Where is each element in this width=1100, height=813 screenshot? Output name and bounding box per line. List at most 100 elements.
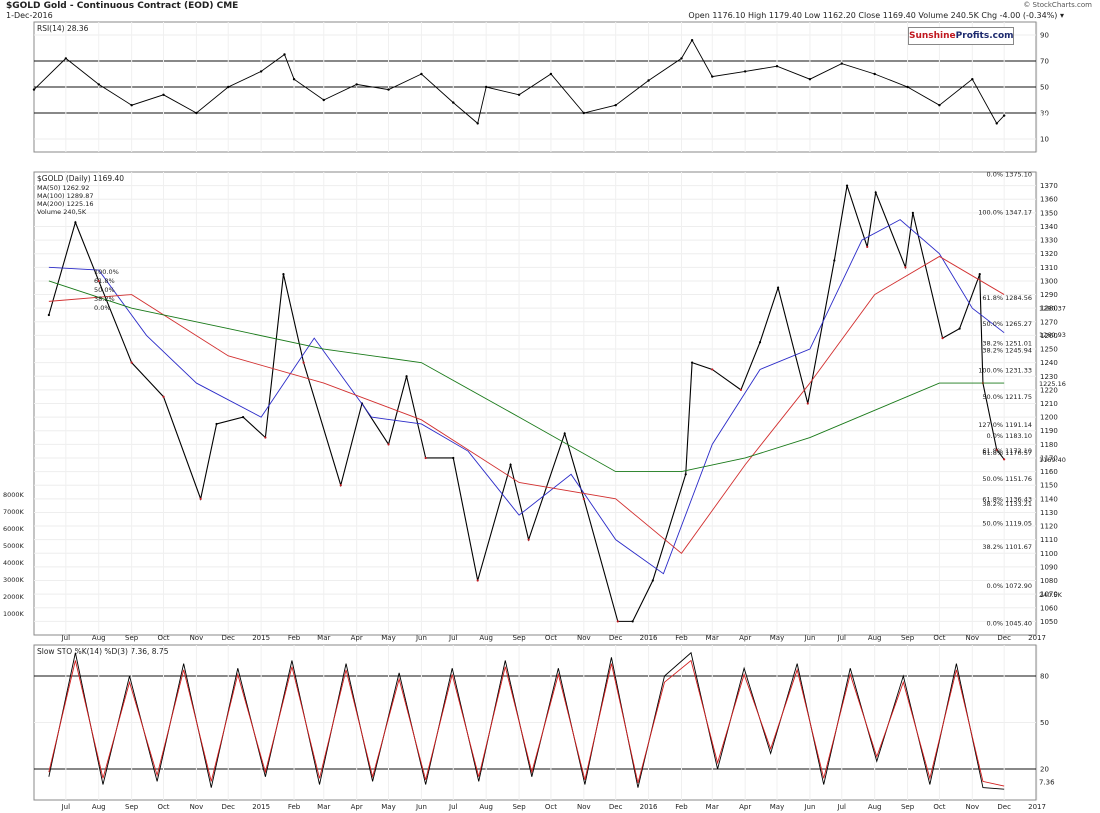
price-legend-3: Volume 240,5K xyxy=(37,208,87,216)
panel-title-0: RSI(14) 28.36 xyxy=(37,24,89,33)
price-point-3 xyxy=(130,361,133,364)
brand-logo[interactable]: SunshineProfits.com xyxy=(908,27,1014,45)
price-point-17 xyxy=(476,579,479,582)
y-tick-label-1-26: 1310 xyxy=(1040,264,1058,272)
rsi-point-15 xyxy=(476,122,479,125)
fib-label-2: 61.8% 1284.56 xyxy=(982,294,1032,302)
rsi-point-18 xyxy=(549,72,553,76)
x-month-label-top-30: 2017 xyxy=(1028,634,1046,642)
x-month-label-bottom-25: Aug xyxy=(868,803,882,811)
fib-label-17: 61.8% 1136.43 xyxy=(982,496,1032,504)
x-month-label-bottom-20: Mar xyxy=(706,803,719,811)
price-point-36 xyxy=(904,266,907,269)
y-tick-label-0-1: 70 xyxy=(1040,58,1049,66)
rsi-point-6 xyxy=(227,85,230,89)
x-month-label-top-11: Jun xyxy=(415,634,427,642)
y-tick-label-1-5: 1100 xyxy=(1040,550,1058,558)
x-month-label-top-3: Oct xyxy=(157,634,169,642)
rsi-point-29 xyxy=(873,72,876,76)
fib-label-4: 38.2% 1245.94 xyxy=(982,347,1032,355)
y-tick-label-1-17: 1220 xyxy=(1040,386,1058,394)
price-point-20 xyxy=(563,432,566,435)
price-legend-2: MA(200) 1225.16 xyxy=(37,200,93,208)
x-month-label-bottom-19: Feb xyxy=(675,803,688,811)
x-month-label-top-12: Jul xyxy=(448,634,458,642)
x-month-label-bottom-28: Nov xyxy=(965,803,979,811)
y-tick-label-1-22: 1270 xyxy=(1040,318,1058,326)
x-month-label-bottom-14: Sep xyxy=(512,803,526,811)
fib-label-5: 0.0% 1183.10 xyxy=(987,432,1032,440)
y-tick-label-2-2: 20 xyxy=(1040,766,1049,774)
y-tick-label-1-31: 1360 xyxy=(1040,196,1058,204)
rsi-point-3 xyxy=(130,104,133,107)
x-month-label-top-6: 2015 xyxy=(252,634,270,642)
y-tick-label-1-25: 1300 xyxy=(1040,277,1058,285)
rsi-point-1 xyxy=(64,57,68,60)
rsi-point-26 xyxy=(775,65,779,68)
x-month-label-bottom-29: Dec xyxy=(997,803,1011,811)
volume-axis-label-3: 5000K xyxy=(3,542,25,550)
price-point-28 xyxy=(739,388,743,391)
price-point-10 xyxy=(302,361,305,364)
rsi-point-27 xyxy=(808,78,812,81)
y-tick-label-1-3: 1080 xyxy=(1040,577,1058,585)
y-tick-label-1-19: 1240 xyxy=(1040,359,1058,367)
fib-label-11: 100.0% 1231.33 xyxy=(978,366,1032,374)
fib-label-6: 100.0% xyxy=(94,268,119,276)
rsi-point-20 xyxy=(614,104,617,107)
x-month-label-top-26: Sep xyxy=(901,634,915,642)
price-right-label-3: 1169.40 xyxy=(1039,456,1066,464)
rsi-point-2 xyxy=(97,83,100,86)
rsi-point-32 xyxy=(971,78,974,81)
y-tick-label-1-23: 1280 xyxy=(1040,305,1058,313)
price-point-38 xyxy=(941,337,944,340)
rsi-point-23 xyxy=(690,39,694,42)
fib-label-20: 0.0% 1045.40 xyxy=(987,620,1032,628)
price-point-14 xyxy=(405,375,408,378)
fib-label-0: 0.0% 1375.10 xyxy=(987,171,1032,179)
x-month-label-bottom-2: Sep xyxy=(125,803,139,811)
x-month-label-top-23: Jun xyxy=(803,634,815,642)
x-month-label-bottom-5: Dec xyxy=(221,803,235,811)
y-tick-label-1-14: 1190 xyxy=(1040,427,1058,435)
y-tick-label-1-0: 1050 xyxy=(1040,618,1058,626)
x-month-label-bottom-15: Oct xyxy=(545,803,557,811)
price-point-33 xyxy=(845,184,849,187)
brand-part2: Profits.com xyxy=(955,31,1014,41)
y-tick-label-1-6: 1110 xyxy=(1040,536,1058,544)
x-month-label-bottom-23: Jun xyxy=(803,803,815,811)
y-tick-label-1-18: 1230 xyxy=(1040,373,1058,381)
fib-label-15: 0.0% 1072.90 xyxy=(987,582,1032,590)
price-point-16 xyxy=(452,456,455,460)
volume-axis-label-6: 2000K xyxy=(3,593,25,601)
x-month-label-bottom-12: Jul xyxy=(448,803,458,811)
y-tick-label-1-20: 1250 xyxy=(1040,346,1058,354)
source-label: © StockCharts.com xyxy=(1023,1,1092,9)
y-tick-label-1-7: 1120 xyxy=(1040,523,1058,531)
rsi-point-5 xyxy=(195,111,198,115)
price-point-25 xyxy=(684,473,687,476)
rsi-point-31 xyxy=(938,104,941,107)
price-point-4 xyxy=(162,395,165,398)
rsi-point-14 xyxy=(452,101,455,104)
y-tick-label-1-16: 1210 xyxy=(1040,400,1058,408)
price-point-37 xyxy=(911,211,914,214)
price-point-8 xyxy=(264,436,267,439)
y-tick-label-1-30: 1350 xyxy=(1040,209,1058,217)
y-tick-label-1-21: 1260 xyxy=(1040,332,1058,340)
y-tick-label-1-10: 1150 xyxy=(1040,482,1058,490)
rsi-point-4 xyxy=(162,93,165,97)
x-month-label-bottom-22: May xyxy=(770,803,784,811)
y-tick-label-1-15: 1200 xyxy=(1040,414,1058,422)
y-tick-label-1-32: 1370 xyxy=(1040,182,1058,190)
price-point-29 xyxy=(758,341,762,344)
rsi-point-12 xyxy=(387,88,390,91)
fib-label-7: 61.8% xyxy=(94,277,115,285)
x-month-label-top-16: Nov xyxy=(577,634,591,642)
fib-label-19: 38.2% 1101.67 xyxy=(982,543,1032,551)
x-month-label-bottom-21: Apr xyxy=(739,803,751,811)
price-right-label-2: 1225.16 xyxy=(1039,380,1066,388)
rsi-point-19 xyxy=(582,111,586,115)
x-month-label-top-7: Feb xyxy=(288,634,301,642)
y-tick-label-1-13: 1180 xyxy=(1040,441,1058,449)
